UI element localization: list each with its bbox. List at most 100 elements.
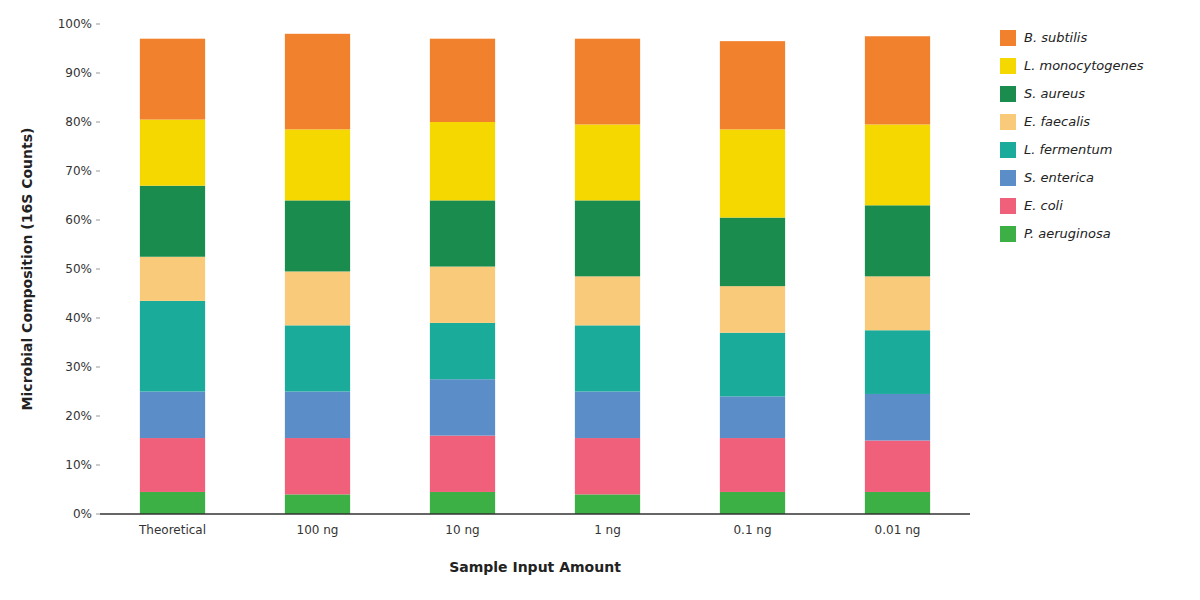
legend-label: P. aeruginosa [1024, 226, 1111, 241]
bar-segment [575, 276, 640, 325]
legend-swatch [1000, 58, 1016, 74]
y-tick [96, 24, 100, 25]
bar-segment [285, 494, 350, 514]
bar-segment [575, 39, 640, 125]
y-tick-label: 10% [65, 458, 92, 472]
x-tick-label: 100 ng [297, 523, 339, 537]
y-axis-title: Microbial Composition (16S Counts) [19, 128, 35, 411]
bar-segment [285, 392, 350, 439]
series-6 [140, 120, 930, 218]
bar-segment [720, 333, 785, 397]
legend-label: L. monocytogenes [1024, 58, 1144, 73]
y-tick [96, 514, 100, 515]
y-axis: 0%10%20%30%40%50%60%70%80%90%100% [58, 17, 100, 521]
bar-segment [140, 301, 205, 392]
series-7 [140, 34, 930, 130]
bar-segment [140, 120, 205, 186]
y-tick [96, 416, 100, 417]
y-tick-label: 90% [65, 66, 92, 80]
bar-segment [720, 438, 785, 492]
bar-segment [285, 271, 350, 325]
y-tick [96, 465, 100, 466]
y-tick-label: 20% [65, 409, 92, 423]
bar-segment [865, 205, 930, 276]
series-1 [140, 436, 930, 495]
bar-segment [140, 186, 205, 257]
legend-swatch [1000, 86, 1016, 102]
chart-svg: 0%10%20%30%40%50%60%70%80%90%100%Theoret… [0, 0, 1200, 600]
bar-segment [575, 325, 640, 391]
legend-swatch [1000, 226, 1016, 242]
legend-label: S. aureus [1024, 86, 1085, 101]
legend-swatch [1000, 142, 1016, 158]
y-tick [96, 220, 100, 221]
bar-segment [865, 492, 930, 514]
y-tick [96, 73, 100, 74]
bar-segment [720, 396, 785, 438]
bar-segment [430, 379, 495, 435]
legend-label: S. enterica [1024, 170, 1094, 185]
legend-swatch [1000, 198, 1016, 214]
bar-segment [865, 276, 930, 330]
bar-segment [140, 392, 205, 439]
y-tick-label: 80% [65, 115, 92, 129]
bar-segment [575, 200, 640, 276]
bar-segment [285, 34, 350, 130]
bar-segment [720, 218, 785, 287]
legend-label: B. subtilis [1024, 30, 1087, 45]
bar-segment [865, 441, 930, 492]
y-tick-label: 50% [65, 262, 92, 276]
y-tick-label: 40% [65, 311, 92, 325]
bar-segment [140, 438, 205, 492]
y-tick [96, 171, 100, 172]
x-tick-label: 0.01 ng [875, 523, 921, 537]
bar-segment [720, 129, 785, 217]
y-tick [96, 122, 100, 123]
bar-segment [865, 36, 930, 124]
series-4 [140, 257, 930, 333]
bar-segment [430, 267, 495, 323]
bar-segment [865, 394, 930, 441]
y-tick-label: 0% [73, 507, 92, 521]
legend-label: L. fermentum [1024, 142, 1112, 157]
x-tick-label: 1 ng [594, 523, 621, 537]
x-axis: Theoretical100 ng10 ng1 ng0.1 ng0.01 ng [100, 514, 970, 537]
bar-segment [430, 492, 495, 514]
bar-segment [285, 129, 350, 200]
bar-segment [430, 122, 495, 200]
y-tick-label: 100% [58, 17, 92, 31]
bar-segment [720, 41, 785, 129]
bar-segment [720, 286, 785, 333]
series-3 [140, 301, 930, 397]
y-tick-label: 30% [65, 360, 92, 374]
bar-segment [285, 200, 350, 271]
bar-segment [430, 436, 495, 492]
y-tick-label: 70% [65, 164, 92, 178]
series-0 [140, 492, 930, 514]
bar-segment [140, 257, 205, 301]
bar-segment [865, 330, 930, 394]
legend-swatch [1000, 114, 1016, 130]
y-tick [96, 318, 100, 319]
x-axis-title: Sample Input Amount [449, 559, 621, 575]
legend-swatch [1000, 170, 1016, 186]
y-tick [96, 367, 100, 368]
y-tick [96, 269, 100, 270]
bar-segment [285, 325, 350, 391]
legend-swatch [1000, 30, 1016, 46]
bar-segment [575, 438, 640, 494]
bar-segment [430, 323, 495, 379]
series-2 [140, 379, 930, 440]
legend-label: E. faecalis [1024, 114, 1090, 129]
bar-segment [720, 492, 785, 514]
bars [140, 34, 930, 514]
bar-segment [575, 124, 640, 200]
bar-segment [285, 438, 350, 494]
bar-segment [575, 494, 640, 514]
bar-segment [865, 124, 930, 205]
bar-segment [140, 39, 205, 120]
x-tick-label: Theoretical [138, 523, 206, 537]
bar-segment [140, 492, 205, 514]
bar-segment [575, 392, 640, 439]
x-axis-line [100, 513, 970, 515]
